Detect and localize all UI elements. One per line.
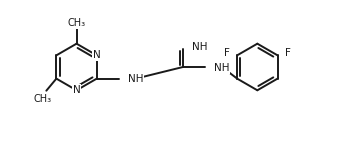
Text: CH₃: CH₃	[68, 18, 86, 28]
Text: NH: NH	[192, 42, 207, 52]
Text: F: F	[285, 48, 291, 58]
Text: N: N	[73, 85, 81, 95]
Text: N: N	[93, 50, 101, 60]
Text: NH: NH	[128, 74, 143, 84]
Text: F: F	[224, 48, 230, 58]
Text: NH: NH	[214, 63, 229, 73]
Text: CH₃: CH₃	[33, 94, 52, 104]
